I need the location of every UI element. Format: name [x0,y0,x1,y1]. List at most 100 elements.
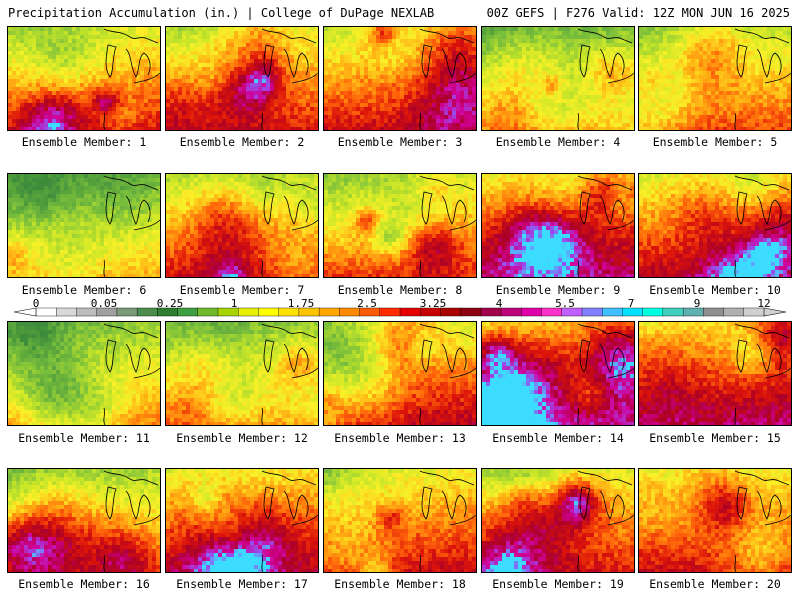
ensemble-member-label: Ensemble Member: 5 [652,135,778,149]
colorbar-graphic [13,307,787,317]
colorbar-segment [258,307,280,317]
colorbar-tick-label: 7 [627,297,635,310]
river-outline [577,112,580,130]
ensemble-member-map [481,468,635,573]
ensemble-member-map [638,173,792,278]
map-title: Precipitation Accumulation (in.) | Colle… [8,6,435,20]
precipitation-field [639,322,791,425]
precipitation-field [639,27,791,130]
ensemble-member-label: Ensemble Member: 11 [18,431,150,445]
great-lakes-outline [103,175,160,231]
colorbar-segment [318,307,341,317]
ensemble-member-map [638,321,792,426]
ensemble-member-map [481,26,635,131]
great-lakes-outline [419,28,476,84]
precipitation-field [8,322,160,425]
ensemble-member-map [323,173,477,278]
ensemble-member-label: Ensemble Member: 20 [649,577,781,591]
colorbar-segment [703,307,725,317]
precipitation-field [324,27,476,130]
colorbar-segment [399,307,421,317]
colorbar-segment [238,307,260,317]
river-outline [103,554,106,572]
great-lakes-outline [261,470,318,526]
ensemble-member-label: Ensemble Member: 2 [179,135,305,149]
colorbar-tick-label: 1 [230,297,238,310]
great-lakes-outline [103,28,160,84]
colorbar-tick-label: 2.5 [357,297,377,310]
colorbar-tick-label: 1.75 [287,297,315,310]
precipitation-field [324,322,476,425]
ensemble-member-label: Ensemble Member: 10 [649,283,781,297]
precipitation-field [166,322,318,425]
colorbar-segment [379,307,401,317]
ensemble-member-label: Ensemble Member: 16 [18,577,150,591]
precipitation-field [639,469,791,572]
colorbar-segment [116,307,138,317]
precipitation-field [8,27,160,130]
colorbar-tick-label: 0.25 [156,297,184,310]
river-outline [261,407,264,425]
river-outline [419,259,422,277]
great-lakes-outline [261,28,318,84]
colorbar-segment [581,307,603,317]
ensemble-member-label: Ensemble Member: 18 [334,577,466,591]
ensemble-member-label: Ensemble Member: 17 [176,577,308,591]
colorbar-segment [521,307,543,317]
great-lakes-outline [103,470,160,526]
river-outline [103,407,106,425]
ensemble-member-map [165,26,319,131]
great-lakes-outline [103,323,160,379]
great-lakes-outline [577,323,634,379]
ensemble-member-map [7,321,161,426]
colorbar-segment [460,307,482,317]
ensemble-member-label: Ensemble Member: 15 [649,431,781,445]
ensemble-member-label: Ensemble Member: 4 [495,135,621,149]
ensemble-member-map [638,468,792,573]
precipitation-field [482,469,634,572]
great-lakes-outline [419,175,476,231]
colorbar-tick-label: 9 [693,297,701,310]
ensemble-member-label: Ensemble Member: 13 [334,431,466,445]
ensemble-member-map [323,468,477,573]
river-outline [419,407,422,425]
ensemble-member-map [7,26,161,131]
colorbar-right-arrow [763,307,787,317]
colorbar [0,296,800,318]
precipitation-field [8,174,160,277]
colorbar-tick-label: 4 [495,297,503,310]
river-outline [734,407,737,425]
precipitation-field [166,27,318,130]
river-outline [261,112,264,130]
colorbar-segment [500,307,523,317]
great-lakes-outline [577,470,634,526]
precipitation-field [8,469,160,572]
ensemble-member-map [7,468,161,573]
precipitation-field [482,174,634,277]
colorbar-left-arrow [13,307,37,317]
precipitation-field [482,322,634,425]
precipitation-field [166,174,318,277]
great-lakes-outline [734,28,791,84]
colorbar-segment [642,307,664,317]
ensemble-member-label: Ensemble Member: 3 [337,135,463,149]
river-outline [734,112,737,130]
great-lakes-outline [577,28,634,84]
river-outline [103,112,106,130]
ensemble-member-map [165,173,319,278]
precipitation-field [324,469,476,572]
colorbar-segment [136,307,159,317]
ensemble-member-map [323,26,477,131]
river-outline [419,554,422,572]
ensemble-member-label: Ensemble Member: 9 [495,283,621,297]
ensemble-member-label: Ensemble Member: 1 [21,135,147,149]
great-lakes-outline [261,175,318,231]
great-lakes-outline [419,323,476,379]
colorbar-tick-label: 12 [757,297,771,310]
river-outline [734,259,737,277]
colorbar-tick-label: 3.25 [419,297,447,310]
precipitation-field [482,27,634,130]
colorbar-tick-label: 0 [32,297,40,310]
ensemble-member-map [7,173,161,278]
ensemble-member-map [481,173,635,278]
